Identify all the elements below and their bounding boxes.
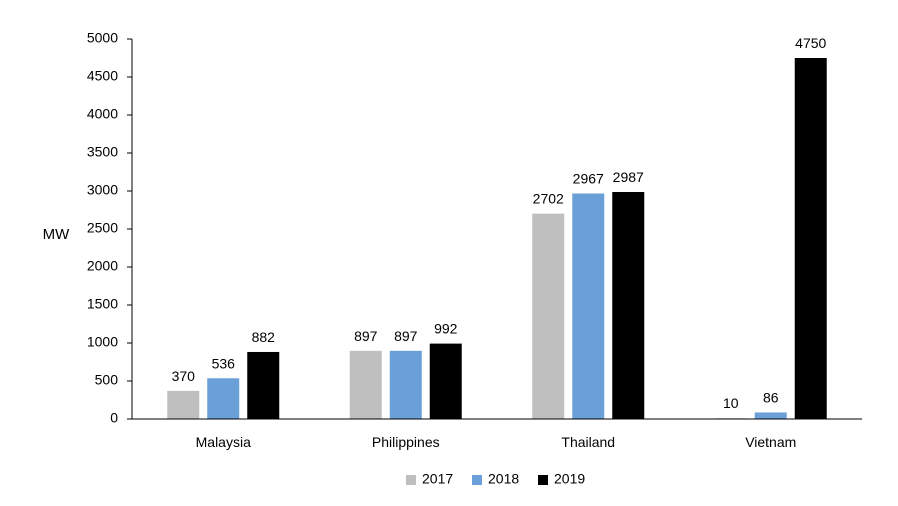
legend: 2017 2018 2019	[406, 471, 585, 487]
legend-swatch-2018	[472, 475, 482, 485]
data-label-thailand-2018: 2967	[573, 171, 604, 187]
data-label-vietnam-2017: 10	[723, 395, 739, 411]
bar-malaysia-2017	[167, 390, 200, 419]
y-tick-label: 4500	[87, 68, 118, 84]
data-label-thailand-2017: 2702	[533, 191, 564, 207]
data-label-philippines-2017: 897	[354, 328, 378, 344]
y-tick-label: 1000	[87, 334, 118, 350]
bar-vietnam-2019	[794, 58, 827, 419]
bar-philippines-2019	[429, 343, 462, 419]
y-tick-label: 0	[110, 410, 118, 426]
y-tick-label: 2500	[87, 220, 118, 236]
data-label-malaysia-2019: 882	[252, 329, 276, 345]
bar-malaysia-2018	[207, 378, 240, 419]
data-labels: 370 536 882 897 897 992 2702 2967 2987 10 86 4750	[172, 35, 827, 411]
bar-vietnam-2018	[754, 412, 787, 419]
bars	[167, 58, 827, 419]
y-tick-label: 2000	[87, 258, 118, 274]
data-label-malaysia-2017: 370	[172, 368, 196, 384]
legend-label-2019: 2019	[554, 471, 585, 487]
bar-thailand-2017	[532, 213, 565, 419]
y-axis: 0 500 1000 1500 2000 2500 3000 3500 4000 4500 5000	[87, 30, 133, 426]
y-axis-title: MW	[43, 226, 70, 243]
y-tick-label: 3000	[87, 182, 118, 198]
x-category-label: Thailand	[561, 434, 615, 450]
y-tick-label: 500	[95, 372, 119, 388]
legend-swatch-2017	[406, 475, 416, 485]
data-label-thailand-2019: 2987	[613, 169, 644, 185]
y-tick-label: 1500	[87, 296, 118, 312]
legend-label-2018: 2018	[488, 471, 519, 487]
x-category-label: Vietnam	[745, 434, 796, 450]
y-tick-label: 5000	[87, 30, 118, 46]
x-axis: Malaysia Philippines Thailand Vietnam	[132, 418, 862, 450]
x-category-label: Philippines	[372, 434, 440, 450]
legend-swatch-2019	[538, 475, 548, 485]
legend-label-2017: 2017	[422, 471, 453, 487]
data-label-vietnam-2018: 86	[763, 389, 779, 405]
y-tick-label: 4000	[87, 106, 118, 122]
y-tick-label: 3500	[87, 144, 118, 160]
bar-thailand-2018	[572, 193, 605, 419]
bar-thailand-2019	[612, 191, 645, 419]
bar-philippines-2017	[349, 350, 382, 419]
data-label-philippines-2019: 992	[434, 321, 458, 337]
bar-malaysia-2019	[247, 351, 280, 419]
data-label-philippines-2018: 897	[394, 328, 418, 344]
x-category-label: Malaysia	[196, 434, 251, 450]
data-label-vietnam-2019: 4750	[795, 35, 826, 51]
bar-philippines-2018	[389, 350, 422, 419]
data-label-malaysia-2018: 536	[212, 355, 236, 371]
